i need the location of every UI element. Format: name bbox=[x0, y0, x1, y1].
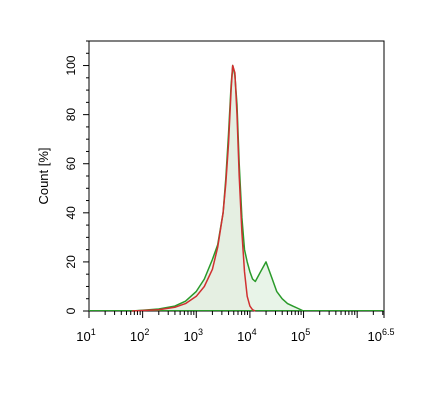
x-tick-exponent: 2 bbox=[144, 327, 149, 337]
x-tick-base: 10 bbox=[291, 329, 305, 344]
x-tick-base: 10 bbox=[237, 329, 251, 344]
y-axis: 0 20 40 60 80 100 bbox=[64, 40, 89, 314]
y-tick-label: 20 bbox=[64, 255, 78, 269]
y-tick-label: 100 bbox=[64, 55, 78, 75]
x-tick-label: 103 bbox=[184, 327, 203, 344]
series-1-line bbox=[131, 64, 256, 312]
x-tick-label: 105 bbox=[291, 327, 310, 344]
x-tick-base: 10 bbox=[76, 329, 90, 344]
series-layer bbox=[89, 64, 384, 312]
x-tick-exponent: 3 bbox=[198, 327, 203, 337]
x-tick-base: 10 bbox=[130, 329, 144, 344]
x-tick-exponent: 4 bbox=[252, 327, 257, 337]
series-2-fill bbox=[131, 65, 304, 311]
y-tick-label: 60 bbox=[64, 157, 78, 171]
x-tick-exponent: 6.5 bbox=[382, 327, 395, 337]
x-tick-exponent: 1 bbox=[91, 327, 96, 337]
x-tick-base: 10 bbox=[184, 329, 198, 344]
x-tick-base: 10 bbox=[368, 329, 382, 344]
x-tick-label: 102 bbox=[130, 327, 149, 344]
x-tick-label: 104 bbox=[237, 327, 256, 344]
x-axis: 101 102 103 104 105 106.5 bbox=[76, 311, 394, 344]
y-tick-label: 40 bbox=[64, 206, 78, 220]
x-tick-exponent: 5 bbox=[305, 327, 310, 337]
y-tick-label: 0 bbox=[64, 307, 78, 314]
y-axis-label: Count [%] bbox=[36, 147, 51, 204]
y-tick-label: 80 bbox=[64, 108, 78, 122]
x-tick-label: 106.5 bbox=[368, 327, 395, 344]
x-tick-label: 101 bbox=[76, 327, 95, 344]
